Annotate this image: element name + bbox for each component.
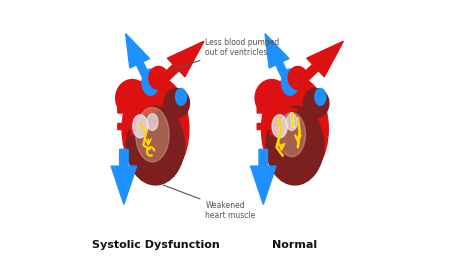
FancyArrow shape [118,101,158,119]
Ellipse shape [303,88,329,118]
Ellipse shape [136,107,169,162]
Ellipse shape [315,88,326,105]
Text: Weakened
heart muscle: Weakened heart muscle [164,185,255,220]
Text: Systolic Dysfunction: Systolic Dysfunction [91,240,219,250]
Ellipse shape [116,79,149,116]
Ellipse shape [278,113,305,157]
FancyArrow shape [126,34,154,88]
Ellipse shape [164,88,190,118]
Ellipse shape [142,69,159,95]
Ellipse shape [272,115,287,138]
Ellipse shape [262,77,328,181]
Ellipse shape [288,67,308,89]
Ellipse shape [255,79,289,116]
Text: Less blood pumped
out of ventricles: Less blood pumped out of ventricles [169,38,280,70]
FancyArrow shape [257,101,298,119]
Ellipse shape [127,106,184,185]
Ellipse shape [122,77,189,181]
Ellipse shape [149,67,168,89]
Ellipse shape [266,106,324,185]
FancyArrow shape [257,117,298,136]
FancyArrow shape [265,34,293,88]
FancyArrow shape [299,41,343,83]
FancyArrow shape [111,149,137,204]
Ellipse shape [282,69,299,95]
Ellipse shape [147,114,158,130]
FancyArrow shape [160,41,204,83]
Ellipse shape [133,115,148,138]
Text: Normal: Normal [272,240,318,250]
Ellipse shape [286,114,297,130]
FancyArrow shape [251,149,276,204]
Ellipse shape [175,88,186,105]
FancyArrow shape [118,117,158,136]
